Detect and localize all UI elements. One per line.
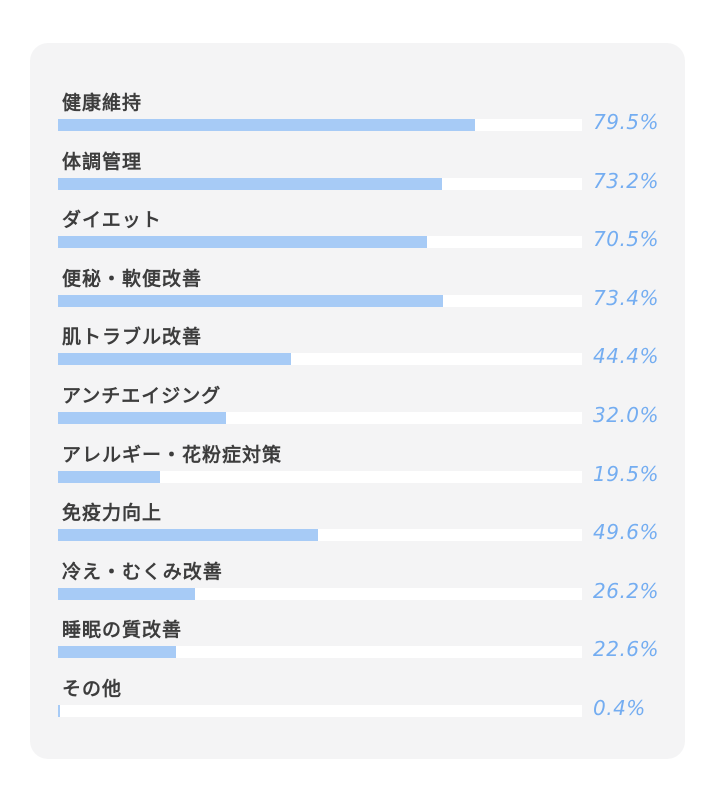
chart-card bbox=[30, 43, 685, 759]
bar-label: ダイエット bbox=[62, 209, 162, 232]
bar-value-label: 73.4% bbox=[593, 285, 660, 310]
bar-row: 冷え・むくみ改善 26.2% bbox=[58, 561, 668, 615]
bar bbox=[58, 412, 226, 424]
bar-value-label: 49.6% bbox=[593, 520, 660, 545]
bar bbox=[58, 353, 291, 366]
bar bbox=[58, 294, 443, 307]
bar bbox=[58, 646, 177, 659]
bar-track bbox=[58, 119, 582, 131]
bar-label: アンチエイジング bbox=[62, 385, 222, 407]
bar-value-label: 32.0% bbox=[593, 403, 660, 427]
bar-value-label: 73.2% bbox=[593, 168, 660, 193]
bar bbox=[58, 529, 318, 542]
bar bbox=[58, 236, 428, 249]
bar-row: 体調管理 73.2% bbox=[58, 151, 668, 205]
bar-row: 便秘・軟便改善 73.4% bbox=[58, 268, 668, 322]
bar-row: 免疫力向上 49.6% bbox=[58, 502, 668, 556]
bar-value-label: 26.2% bbox=[593, 578, 660, 603]
bar-label: その他 bbox=[62, 678, 123, 700]
bar-label: 体調管理 bbox=[62, 150, 143, 173]
bar bbox=[58, 705, 61, 717]
bar-row: アレルギー・花粉症対策 19.5% bbox=[58, 444, 668, 498]
bar-label: 便秘・軟便改善 bbox=[62, 267, 203, 290]
bar-row: アンチエイジング 32.0% bbox=[58, 385, 668, 439]
bar-track bbox=[58, 587, 582, 600]
bar-label: 免疫力向上 bbox=[62, 502, 163, 525]
bar-track bbox=[58, 705, 582, 717]
bar-track bbox=[58, 470, 582, 483]
bar-label: アレルギー・花粉症対策 bbox=[62, 443, 283, 466]
bar-track bbox=[58, 529, 582, 542]
bar-track bbox=[58, 177, 582, 190]
bar-track bbox=[58, 294, 582, 307]
bar bbox=[58, 587, 196, 600]
bar-track bbox=[58, 646, 582, 659]
bar-value-label: 22.6% bbox=[593, 637, 660, 662]
bar-label: 肌トラブル改善 bbox=[62, 326, 203, 349]
bar-track bbox=[58, 236, 582, 249]
bar-value-label: 0.4% bbox=[593, 696, 646, 720]
bar-track bbox=[58, 412, 582, 424]
bar-value-label: 19.5% bbox=[593, 461, 660, 486]
bar-value-label: 44.4% bbox=[593, 344, 660, 369]
bar-label: 睡眠の質改善 bbox=[62, 619, 183, 642]
bar-track bbox=[58, 353, 582, 366]
bar bbox=[58, 177, 442, 190]
bar bbox=[58, 470, 161, 483]
bar-row: その他 0.4% bbox=[58, 678, 668, 732]
bar-label: 冷え・むくみ改善 bbox=[62, 560, 223, 583]
bar-row: 肌トラブル改善 44.4% bbox=[58, 326, 668, 380]
bar-row: 健康維持 79.5% bbox=[58, 92, 668, 146]
bar-value-label: 70.5% bbox=[593, 227, 660, 252]
bar-label: 健康維持 bbox=[62, 92, 143, 114]
bar-value-label: 79.5% bbox=[593, 110, 660, 134]
bar bbox=[58, 119, 475, 131]
bar-row: ダイエット 70.5% bbox=[58, 209, 668, 263]
bar-row: 睡眠の質改善 22.6% bbox=[58, 619, 668, 673]
